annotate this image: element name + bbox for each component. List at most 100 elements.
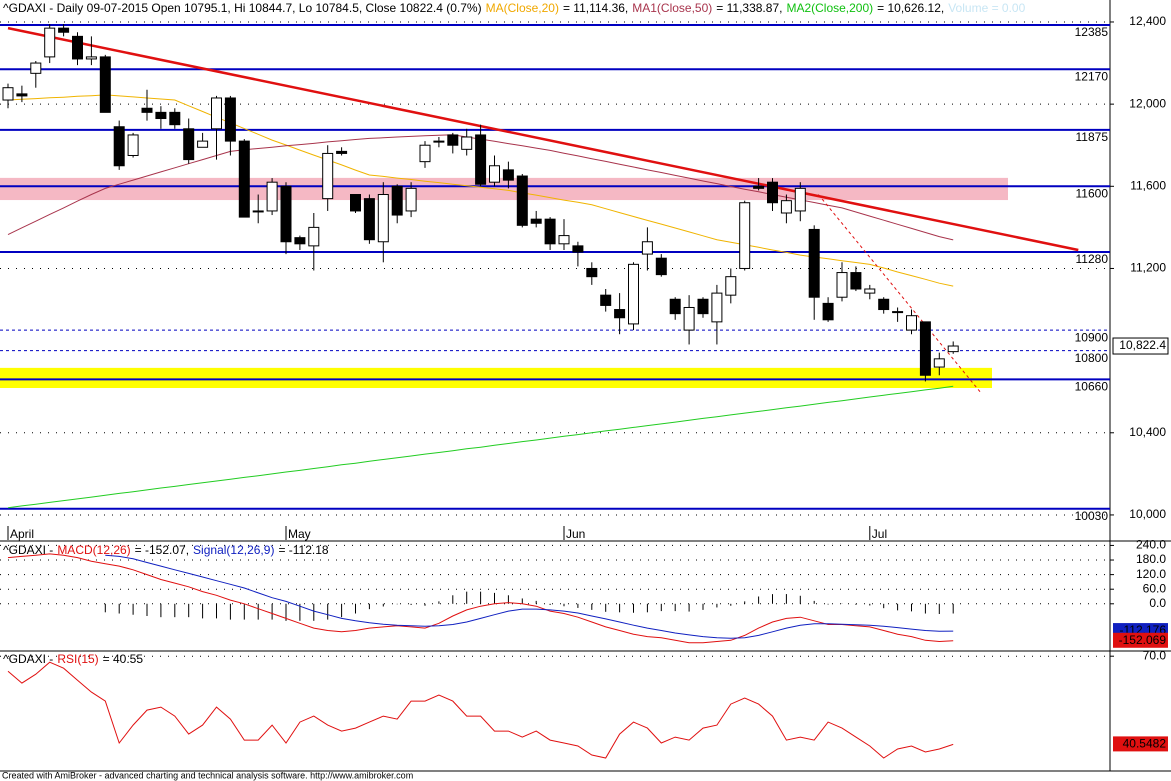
header-part: Signal(12,26,9) — [193, 543, 274, 557]
x-tick-label: Jul — [872, 527, 887, 541]
header-part: MA1(Close,50) — [632, 1, 712, 15]
moving-average — [7, 94, 954, 287]
trendline — [817, 194, 982, 394]
candle-body — [669, 298, 681, 315]
candle-body — [878, 298, 890, 311]
candle-body — [947, 345, 959, 353]
header-part: = 40.55 — [103, 652, 144, 666]
candle-body — [419, 144, 431, 163]
candle-body — [808, 228, 820, 298]
candle-body — [475, 134, 487, 185]
candle-body — [85, 56, 97, 60]
candle-body — [600, 294, 612, 306]
x-tick-label: April — [10, 527, 34, 541]
last-value-label: 40.5482 — [1123, 737, 1167, 751]
y-tick-label: 70.0 — [1143, 648, 1167, 662]
y-tick-label: 10,000 — [1129, 507, 1166, 521]
candle-body — [558, 235, 570, 245]
x-tick-label: May — [288, 527, 311, 541]
candle-body — [294, 237, 306, 245]
candle-body — [919, 321, 931, 376]
level-label: 11875 — [1076, 130, 1109, 144]
candle-body — [252, 210, 264, 213]
level-label: 12385 — [1075, 25, 1109, 39]
level-label: 10900 — [1075, 330, 1109, 344]
candle-body — [336, 150, 348, 154]
candle-body — [739, 202, 751, 269]
candle-body — [655, 257, 667, 276]
level-label: 11280 — [1076, 252, 1109, 266]
last-value-label: -152.069 — [1119, 633, 1167, 647]
header-part: MA(Close,20) — [486, 1, 559, 15]
candle-body — [2, 87, 14, 101]
candle-body — [850, 272, 862, 290]
header-part: MA2(Close,200) — [786, 1, 873, 15]
candle-body — [169, 111, 181, 126]
header-part: = -152.07, — [135, 543, 189, 557]
candle-body — [892, 311, 904, 314]
candle-body — [614, 309, 626, 319]
y-tick-label: 120.0 — [1136, 567, 1166, 581]
candle-body — [363, 198, 375, 241]
candle-body — [933, 358, 945, 368]
header-part: = 10,626.12, — [877, 1, 944, 15]
candle-body — [72, 35, 83, 60]
candle-body — [461, 136, 473, 150]
indicator-line — [7, 661, 954, 759]
candle-body — [586, 267, 598, 278]
level-label: 11600 — [1076, 186, 1109, 200]
candle-body — [377, 194, 389, 243]
candle-body — [141, 107, 153, 113]
candle-body — [224, 97, 236, 142]
level-label: 10030 — [1075, 509, 1109, 523]
indicator-line — [7, 553, 954, 644]
candle-body — [211, 97, 222, 130]
candle-body — [350, 194, 361, 212]
candle-body — [127, 134, 139, 156]
y-tick-label: 12,400 — [1129, 14, 1166, 28]
panel-header: ^GDAXI - RSI(15) = 40.55 — [3, 652, 143, 666]
candle-body — [99, 56, 111, 113]
candle-body — [502, 169, 514, 181]
candle-body — [113, 126, 125, 167]
level-label: 10800 — [1075, 351, 1109, 365]
candle-body — [780, 200, 792, 214]
header-part: ^GDAXI - Daily 09-07-2015 Open 10795.1, … — [3, 1, 482, 15]
y-tick-label: 60.0 — [1143, 581, 1167, 595]
candle-body — [197, 140, 209, 148]
moving-average — [7, 385, 954, 509]
panel-header: ^GDAXI - Daily 09-07-2015 Open 10795.1, … — [3, 1, 1026, 15]
candle-body — [44, 27, 56, 58]
candle-body — [864, 288, 876, 294]
candle-body — [794, 187, 806, 212]
candle-body — [544, 218, 556, 245]
header-part: Volume = 0.00 — [948, 1, 1025, 15]
y-tick-label: 12,000 — [1129, 96, 1166, 110]
zone — [0, 177, 1008, 201]
panel-header: ^GDAXI - MACD(12,26) = -152.07, Signal(12,2… — [3, 543, 329, 557]
header-part: = -112.18 — [278, 543, 328, 557]
level-label: 12170 — [1075, 69, 1109, 83]
candle-body — [836, 272, 848, 298]
candle-body — [489, 165, 500, 183]
candle-body — [753, 185, 765, 189]
zone — [0, 367, 992, 389]
close-label: 10,822.4 — [1119, 338, 1166, 352]
header-part: = 11,338.87, — [716, 1, 782, 15]
last-value-box — [1113, 736, 1168, 752]
header-part: ^GDAXI - — [3, 543, 53, 557]
candle-body — [405, 187, 417, 212]
candle-body — [516, 175, 528, 226]
y-tick-label: 11,600 — [1130, 178, 1166, 192]
y-tick-label: 240.0 — [1136, 538, 1166, 552]
header-part: = 11,114.36, — [563, 1, 628, 15]
candle-body — [280, 185, 292, 243]
candle-body — [767, 181, 778, 204]
candle-body — [238, 140, 250, 218]
candle-body — [725, 276, 737, 296]
candle-body — [322, 152, 334, 200]
candle-body — [697, 298, 709, 315]
y-tick-label: 0.0 — [1149, 596, 1166, 610]
y-tick-label: 180.0 — [1136, 552, 1166, 566]
